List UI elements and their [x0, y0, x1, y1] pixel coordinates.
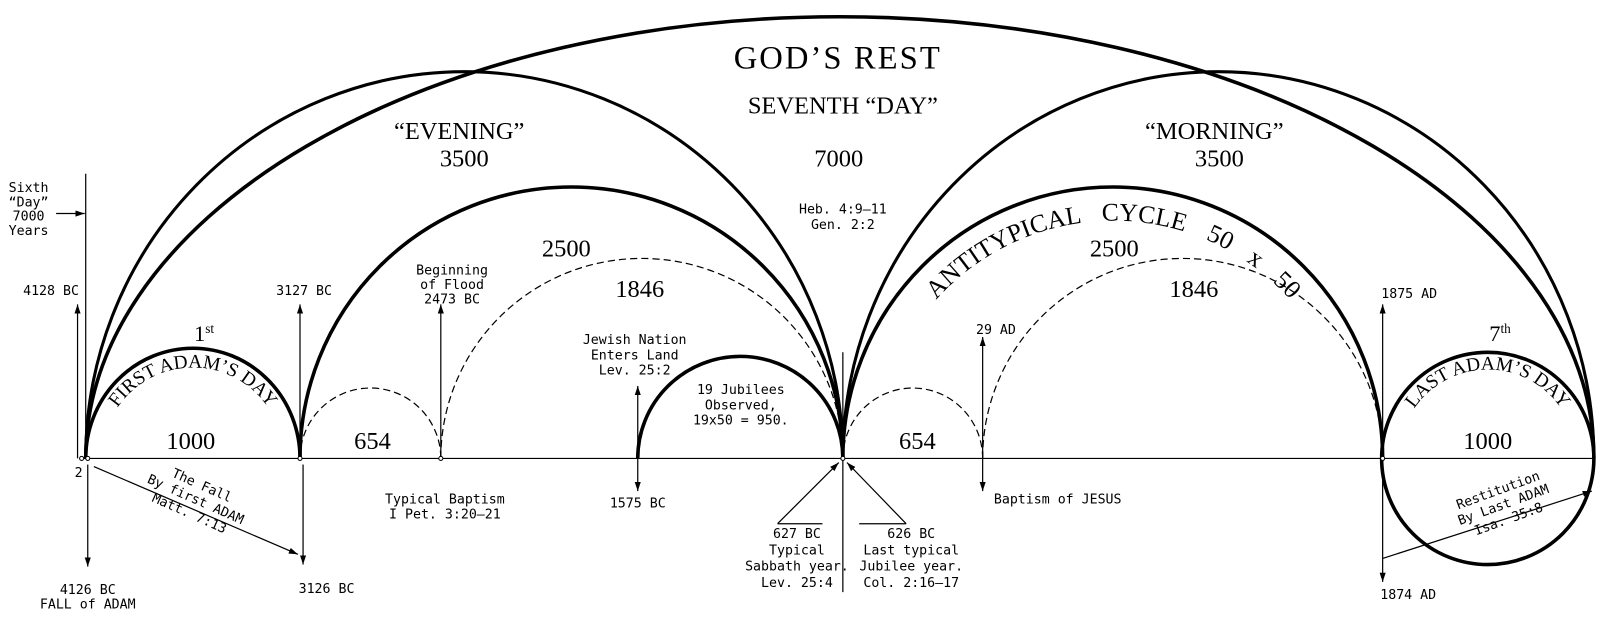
date: 3127 BC [276, 284, 332, 299]
arrow [93, 466, 299, 555]
text-line: Jewish Nation [583, 333, 687, 348]
text-line: of Flood [420, 278, 484, 293]
morning-label: “MORNING” [1145, 118, 1284, 145]
first-adam-label: FIRST ADAM’S DAY [105, 351, 282, 410]
ordinal-suffix: st [205, 321, 214, 336]
ordinal: 1 [194, 321, 205, 346]
text-line: 4126 BC [60, 583, 116, 598]
jewish-note: Jewish Nation Enters Land Lev. 25:2 [583, 333, 687, 379]
nodes [79, 455, 1386, 461]
last-adam-label: LAST ADAM’S DAY [1401, 354, 1574, 412]
morning-arc [841, 70, 1596, 459]
baptism-jesus: Baptism of JESUS [994, 492, 1122, 507]
typical-baptism: Typical Baptism I Pet. 3:20–21 [385, 492, 505, 522]
text-line: Typical [769, 543, 825, 558]
evening-years: 3500 [440, 146, 489, 173]
text-line: Observed, [705, 398, 777, 413]
text-line: Sixth [9, 181, 49, 196]
text-line: Gen. 2:2 [811, 218, 875, 233]
left-2500: 2500 [542, 235, 591, 262]
last-ordinal: 7th [1489, 321, 1511, 346]
right-2500: 2500 [1090, 235, 1139, 262]
flood-note: Beginning of Flood 2473 BC [416, 264, 488, 308]
text-line: Years [9, 224, 49, 239]
text-line: I Pet. 3:20–21 [389, 508, 501, 523]
jubilee-note: 626 BC Last typical Jubilee year. Col. 2:16… [859, 527, 963, 591]
text-line: “Day” [9, 195, 49, 210]
date: 29 AD [976, 323, 1016, 338]
right-1846: 1846 [1169, 276, 1218, 303]
jewish-arc [635, 354, 845, 459]
evening-arc [84, 70, 845, 459]
text-line: 2473 BC [424, 292, 480, 307]
text-line: Sabbath year. [745, 560, 849, 575]
first-ordinal: 1st [194, 321, 214, 346]
text-line: Typical Baptism [385, 492, 505, 507]
references: Heb. 4:9–11 Gen. 2:2 [799, 203, 887, 233]
ordinal: 7 [1489, 321, 1500, 346]
title: GOD’S REST [734, 41, 942, 77]
first-adam-arc [83, 346, 302, 459]
text-line: Col. 2:16–17 [863, 576, 959, 591]
antitypical-label: ANTITYPICAL CYCLE [919, 198, 1190, 304]
first-adam-label: FIRST ADAM’S DAY [105, 351, 282, 410]
text-line: Last typical [863, 543, 959, 558]
date: 1875 AD [1381, 287, 1437, 302]
last-adam-years: 1000 [1463, 428, 1512, 455]
ordinal-suffix: th [1500, 321, 1511, 336]
left-2500-arc [298, 185, 845, 459]
fall-of-adam: 4126 BC FALL of ADAM [40, 583, 136, 612]
text-line: 626 BC [887, 527, 935, 542]
fall-group: The FallBy first ADAMMatt. 7:13 [139, 458, 252, 542]
left-1846-arc [440, 257, 844, 459]
morning-years: 3500 [1195, 146, 1244, 173]
text-line: Enters Land [591, 348, 679, 363]
first-adam-years: 1000 [166, 428, 215, 455]
sabbath-note: 627 BC Typical Sabbath year. Lev. 25:4 [745, 527, 849, 591]
text-line: Heb. 4:9–11 [799, 203, 887, 218]
text-line: 627 BC [773, 527, 821, 542]
text-line: Jubilee year. [859, 560, 963, 575]
antitypical-ratio: 50 x 50 [1203, 218, 1307, 304]
last-adam-label: LAST ADAM’S DAY [1401, 354, 1574, 412]
right-1846-arc [982, 257, 1384, 459]
text-line: Lev. 25:2 [599, 364, 671, 379]
text-line: 19 Jubilees [697, 383, 785, 398]
date: 1874 AD [1380, 588, 1436, 603]
jubilees-note: 19 Jubilees Observed, 19x50 = 950. [693, 383, 789, 429]
left-654: 654 [354, 428, 391, 455]
text-line: 19x50 = 950. [693, 414, 789, 429]
date: 4128 BC [23, 284, 79, 299]
text-line: 7000 [13, 210, 45, 225]
sixth-day: Sixth “Day” 7000 Years [9, 181, 49, 239]
subtitle: SEVENTH “DAY” [748, 93, 938, 120]
left-1846: 1846 [615, 276, 664, 303]
fall-note: The FallBy first ADAMMatt. 7:13 [139, 458, 252, 542]
marker-2: 2 [75, 466, 83, 481]
text-line: Beginning [416, 264, 488, 279]
text-line: Lev. 25:4 [761, 576, 833, 591]
right-654: 654 [899, 428, 936, 455]
arrow [777, 462, 840, 525]
gods-rest-arc [83, 14, 1596, 459]
arrow [1382, 490, 1593, 560]
date: 3126 BC [299, 582, 355, 597]
arrow [846, 462, 907, 525]
text-line: FALL of ADAM [40, 597, 136, 612]
evening-label: “EVENING” [394, 118, 524, 145]
right-2500-arc [841, 185, 1385, 459]
date: 1575 BC [610, 496, 666, 511]
total: 7000 [814, 146, 863, 173]
